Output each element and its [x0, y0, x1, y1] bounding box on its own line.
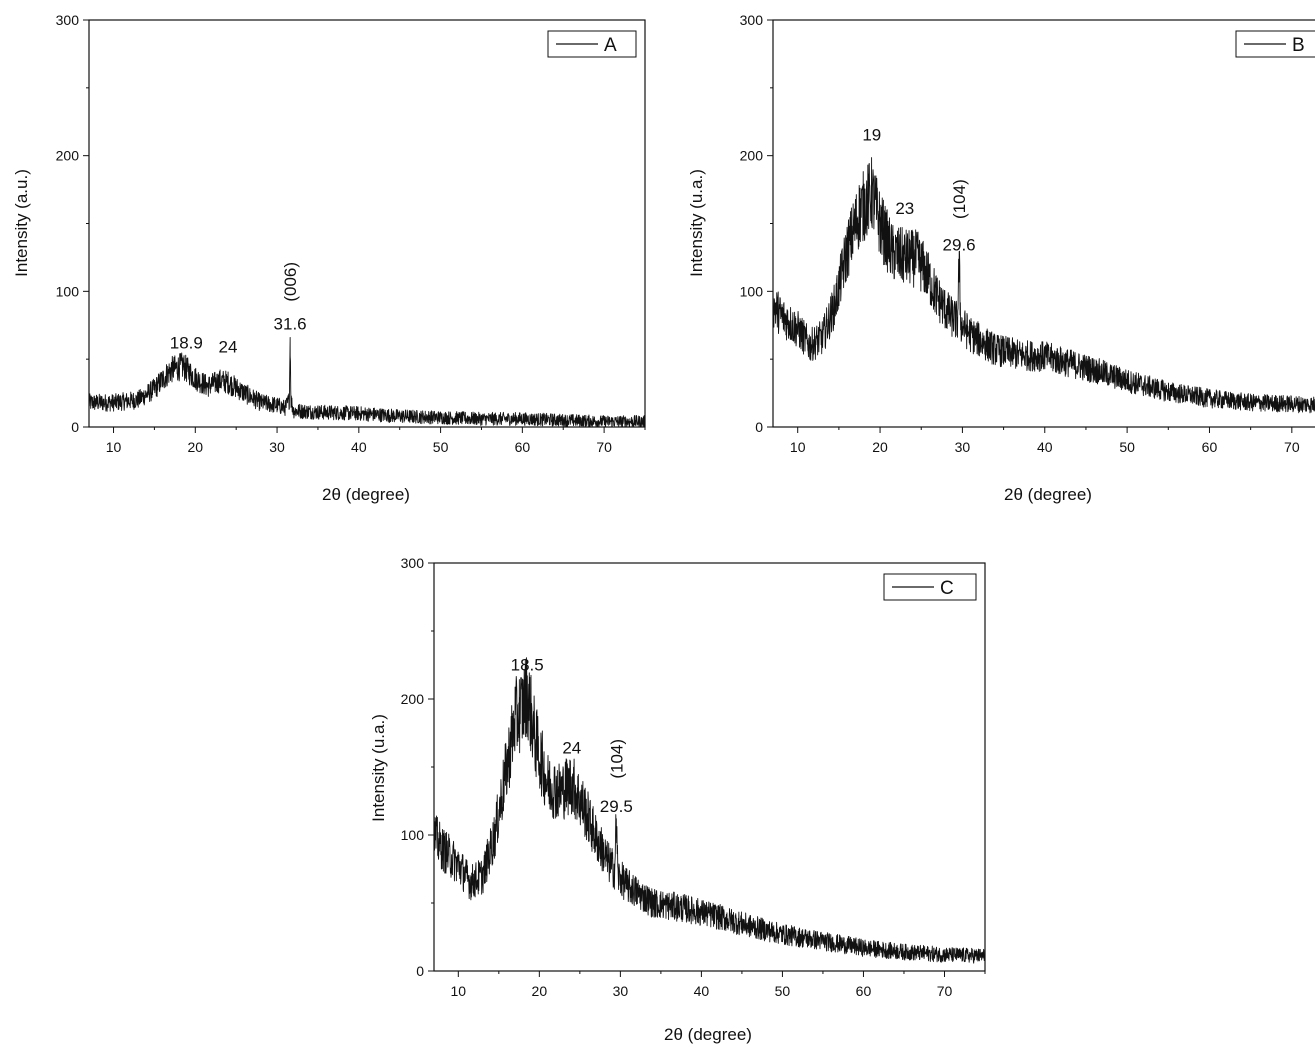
y-tick-label: 100 [56, 283, 80, 299]
y-axis-label-a: Intensity (a.u.) [12, 169, 31, 277]
peak-label: 31.6 [274, 314, 307, 333]
chart-panel-c: 0 100 200 300 10 20 30 40 50 60 70 18.5 24 29.5 (104… [369, 555, 986, 1044]
x-axis-label-b: 2θ (degree) [1004, 485, 1092, 504]
chart-panel-a: 0 100 200 300 10 20 30 40 50 60 70 18.9 24 31.6 (006… [12, 12, 646, 504]
peak-labels-c: 18.5 24 29.5 (104) [511, 655, 633, 816]
series-line-B [772, 157, 1315, 414]
legend-a: A [547, 30, 637, 58]
peak-label: 23 [895, 199, 914, 218]
x-ticks-c: 10 20 30 40 50 60 70 [451, 971, 986, 999]
x-tick-label: 50 [1119, 439, 1135, 455]
miller-index-label: (006) [281, 262, 300, 302]
y-axis-label-b: Intensity (u.a.) [687, 169, 706, 277]
y-tick-label: 200 [56, 148, 80, 164]
y-axis-label-c: Intensity (u.a.) [369, 714, 388, 822]
series-line-b [772, 157, 1315, 414]
legend-b: B [1235, 30, 1315, 58]
x-tick-label: 70 [1284, 439, 1300, 455]
x-ticks-a: 10 20 30 40 50 60 70 [106, 427, 646, 455]
peak-labels-a: 18.9 24 31.6 (006) [170, 262, 307, 356]
miller-index-label: (104) [607, 739, 626, 779]
y-tick-label: 0 [71, 419, 79, 435]
x-tick-label: 60 [1202, 439, 1218, 455]
x-tick-label: 70 [596, 439, 612, 455]
legend-c: C [883, 573, 977, 601]
y-tick-label: 300 [401, 555, 425, 571]
y-ticks-c: 0 100 200 300 [401, 555, 434, 979]
x-tick-label: 30 [269, 439, 285, 455]
x-tick-label: 10 [451, 983, 467, 999]
series-line-a [88, 337, 645, 427]
y-tick-label: 0 [416, 963, 424, 979]
peak-label: 29.5 [600, 797, 633, 816]
y-tick-label: 0 [755, 419, 763, 435]
x-tick-label: 20 [872, 439, 888, 455]
x-tick-label: 10 [106, 439, 122, 455]
peak-label: 29.6 [943, 236, 976, 255]
x-tick-label: 60 [515, 439, 531, 455]
peak-labels-b: 19 23 29.6 (104) [862, 126, 975, 255]
x-tick-label: 40 [1037, 439, 1053, 455]
y-tick-label: 300 [740, 12, 764, 28]
legend-label: B [1292, 35, 1305, 56]
x-tick-label: 30 [613, 983, 629, 999]
x-tick-label: 40 [351, 439, 367, 455]
series-line-A [88, 337, 645, 427]
x-tick-label: 30 [955, 439, 971, 455]
x-tick-label: 60 [856, 983, 872, 999]
x-tick-label: 70 [937, 983, 953, 999]
series-line-c [433, 657, 986, 964]
y-tick-label: 200 [401, 691, 425, 707]
y-ticks-b: 0 100 200 300 [740, 12, 773, 435]
miller-index-label: (104) [950, 179, 969, 219]
x-tick-label: 10 [790, 439, 806, 455]
x-axis-label-a: 2θ (degree) [322, 485, 410, 504]
x-tick-label: 20 [532, 983, 548, 999]
x-tick-label: 20 [188, 439, 204, 455]
peak-label: 24 [562, 738, 581, 757]
y-tick-label: 100 [401, 827, 425, 843]
peak-label: 19 [862, 126, 881, 145]
x-tick-label: 40 [694, 983, 710, 999]
peak-label: 18.9 [170, 333, 203, 352]
x-axis-label-c: 2θ (degree) [664, 1025, 752, 1044]
y-ticks-a: 0 100 200 300 [56, 12, 89, 435]
x-tick-label: 50 [775, 983, 791, 999]
y-tick-label: 100 [740, 283, 764, 299]
legend-label: C [940, 578, 954, 599]
x-ticks-b: 10 20 30 40 50 60 70 [790, 427, 1300, 455]
legend-label: A [604, 35, 617, 56]
peak-label: 18.5 [511, 655, 544, 674]
x-tick-label: 50 [433, 439, 449, 455]
peak-label: 24 [219, 337, 238, 356]
y-tick-label: 200 [740, 148, 764, 164]
series-line-C [433, 657, 986, 964]
y-tick-label: 300 [56, 12, 80, 28]
